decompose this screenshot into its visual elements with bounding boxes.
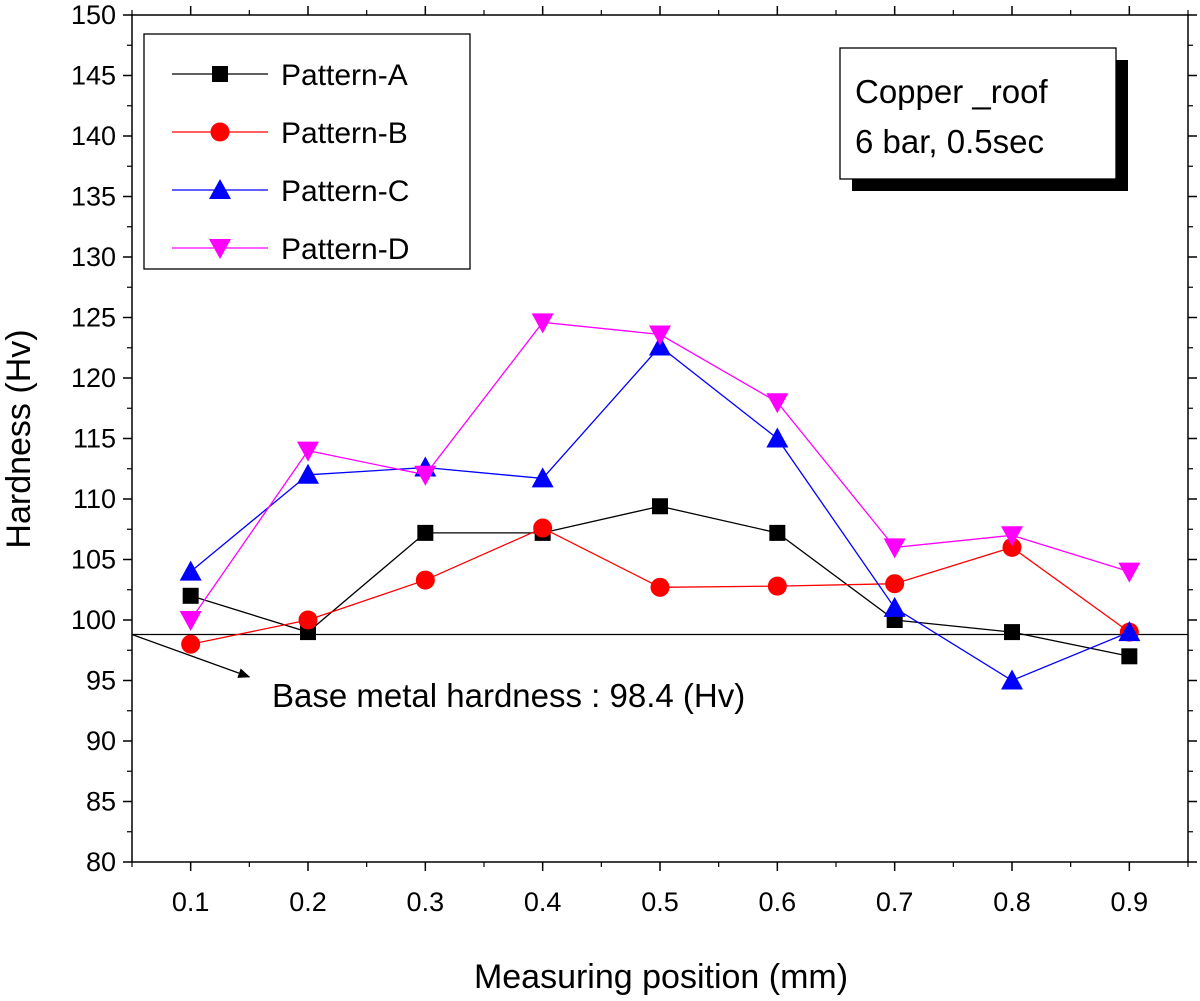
data-point <box>179 560 202 581</box>
y-tick-label: 100 <box>71 605 116 635</box>
data-point <box>1118 562 1141 583</box>
x-tick-label: 0.7 <box>876 887 914 917</box>
y-tick-label: 90 <box>86 726 116 756</box>
x-tick-label: 0.6 <box>759 887 797 917</box>
data-point <box>883 538 906 559</box>
data-point <box>181 634 201 654</box>
legend-label: Pattern-D <box>281 233 409 266</box>
data-point <box>414 465 437 486</box>
legend-marker <box>210 122 230 142</box>
data-point <box>652 498 668 515</box>
series-line-pattern-d <box>190 321 1130 621</box>
y-tick-label: 120 <box>71 363 116 393</box>
y-tick-label: 115 <box>73 424 116 454</box>
data-point <box>769 524 786 541</box>
x-tick-label: 0.9 <box>1111 887 1149 917</box>
series-pattern-d <box>179 313 1141 631</box>
legend-entry-pattern-c: Pattern-C <box>172 175 409 208</box>
series-layer <box>179 313 1141 690</box>
data-point <box>766 393 789 414</box>
legend-marker <box>212 66 228 82</box>
axes-layer: 80 85 90 95 100 105 110 115 120 125 130 135 140 145 15… <box>71 0 1197 917</box>
data-point <box>297 441 319 462</box>
data-point <box>531 313 554 334</box>
x-axis-title: Measuring position (mm) <box>474 958 848 996</box>
x-tick-label: 0.8 <box>993 887 1031 917</box>
y-tick-label: 85 <box>86 787 116 817</box>
y-tick-label: 110 <box>73 484 116 514</box>
data-point <box>766 427 789 448</box>
data-point <box>883 596 906 617</box>
legend-frame <box>143 33 471 270</box>
legend: Pattern-A Pattern-B Pattern-C Pattern-D <box>143 33 471 270</box>
data-point <box>649 325 671 346</box>
legend-entry-pattern-a: Pattern-A <box>172 59 408 92</box>
legend-label: Pattern-C <box>281 175 409 208</box>
legend-marker <box>209 179 231 199</box>
data-point <box>650 577 670 597</box>
data-point <box>298 610 318 630</box>
annotation-arrow <box>131 633 251 678</box>
y-tick-label: 135 <box>71 182 116 212</box>
y-tick-label: 140 <box>71 121 116 151</box>
data-point <box>1001 669 1023 690</box>
data-point <box>417 524 434 541</box>
data-point <box>182 587 199 604</box>
y-tick-label: 130 <box>71 242 116 272</box>
series-pattern-c <box>179 335 1141 690</box>
data-point <box>1118 621 1141 642</box>
series-pattern-b <box>181 518 1139 654</box>
info-box-line-2: 6 bar, 0.5sec <box>855 123 1044 160</box>
data-point <box>531 467 554 488</box>
data-point <box>179 611 202 631</box>
y-tick-label: 145 <box>71 61 116 91</box>
x-tick-label: 0.2 <box>289 887 327 917</box>
info-box-line-1: Copper _roof <box>855 73 1048 110</box>
base-metal-annotation: Base metal hardness : 98.4 (Hv) <box>272 677 745 714</box>
y-tick-label: 125 <box>71 303 116 333</box>
legend-entry-pattern-b: Pattern-B <box>172 117 408 150</box>
info-box-frame <box>839 47 1117 180</box>
x-tick-label: 0.5 <box>641 887 679 917</box>
data-point <box>885 574 905 594</box>
x-tick-label: 0.3 <box>407 887 445 917</box>
x-tick-label: 0.4 <box>524 887 562 917</box>
data-point <box>767 576 787 596</box>
data-point <box>1121 648 1138 665</box>
legend-marker <box>209 239 231 259</box>
data-point <box>533 518 553 538</box>
data-point <box>1002 537 1022 557</box>
y-tick-label: 150 <box>71 0 116 30</box>
y-tick-label: 105 <box>71 545 116 575</box>
data-point <box>1004 624 1020 641</box>
legend-label: Pattern-B <box>281 117 408 150</box>
y-tick-label: 80 <box>86 847 116 877</box>
data-point <box>1001 526 1023 547</box>
data-point <box>297 463 319 484</box>
legend-entry-pattern-d: Pattern-D <box>172 233 409 266</box>
y-axis-title: Hardness (Hv) <box>0 329 38 548</box>
info-box: Copper _roof 6 bar, 0.5sec <box>839 47 1128 191</box>
legend-label: Pattern-A <box>281 59 408 92</box>
y-tick-label: 95 <box>86 666 116 696</box>
annotation-layer: Base metal hardness : 98.4 (Hv) <box>131 633 745 714</box>
data-point <box>649 335 671 356</box>
data-point <box>415 570 435 590</box>
x-tick-label: 0.1 <box>172 887 210 917</box>
